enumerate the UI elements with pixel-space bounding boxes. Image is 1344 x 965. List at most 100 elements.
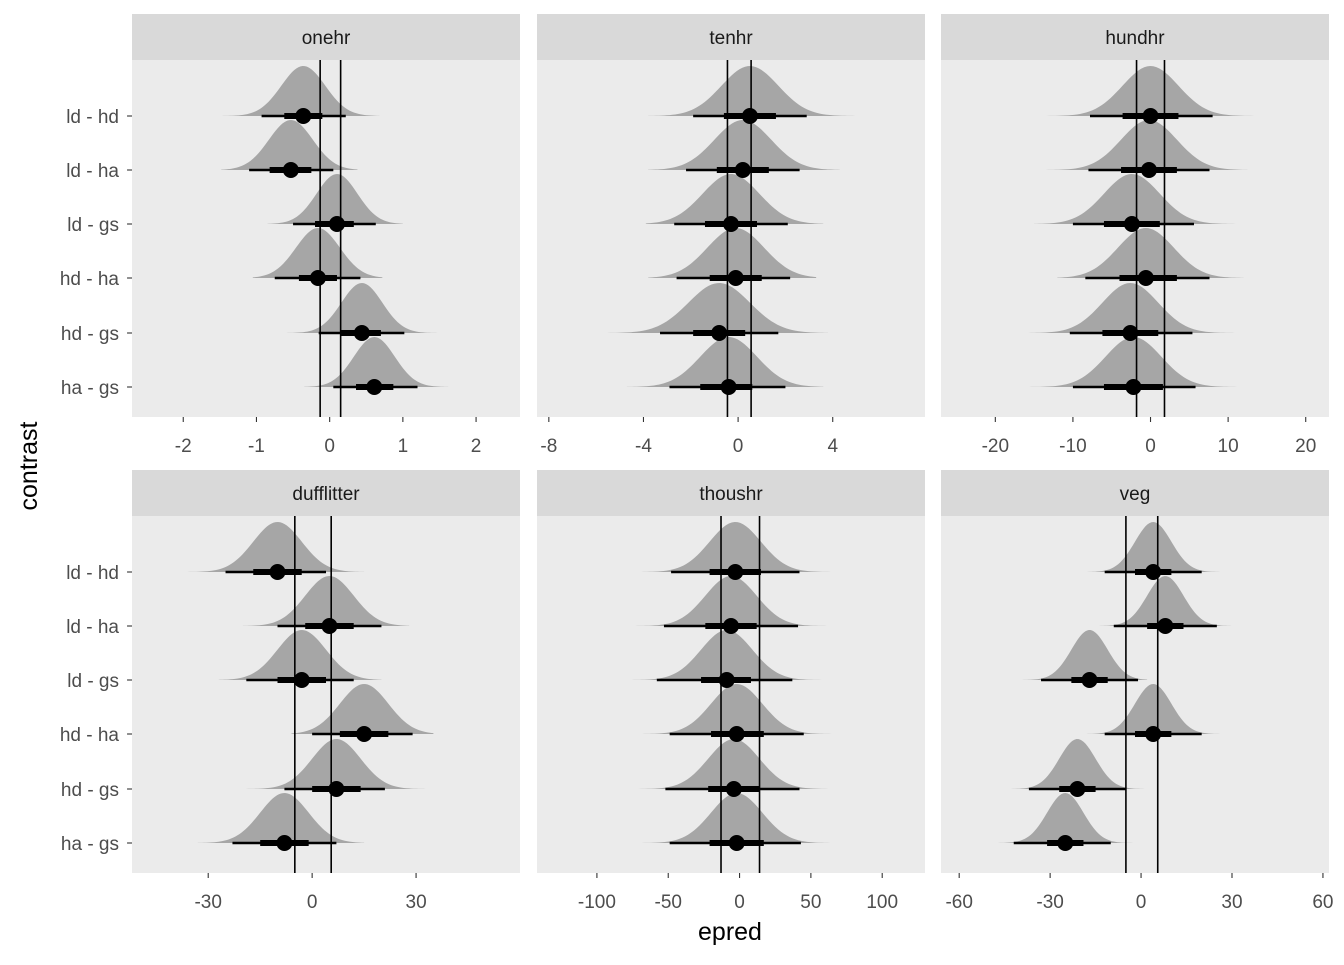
density-ld-hd <box>187 522 365 572</box>
y-tick-label: hd - ha <box>60 269 120 290</box>
density-ld-hd <box>1034 66 1279 116</box>
density-ld-ha <box>1045 120 1248 170</box>
panel-background <box>132 516 520 873</box>
x-tick-label: 0 <box>1136 892 1147 913</box>
facet-strip-label: onehr <box>302 28 351 49</box>
median-point-hd-ha <box>1137 270 1154 286</box>
y-tick-label: ld - ha <box>66 617 119 638</box>
x-tick-label: 0 <box>734 892 745 913</box>
density-ld-ha <box>648 120 840 170</box>
median-point-hd-ha <box>356 726 373 742</box>
density-hd-gs <box>589 283 828 333</box>
density-hd-gs <box>986 739 1163 789</box>
x-tick-label: -20 <box>982 436 1009 457</box>
median-point-ha-gs <box>720 379 737 395</box>
median-point-ld-ha <box>734 162 751 178</box>
median-point-ha-gs <box>366 379 383 395</box>
density-hd-gs <box>279 283 449 333</box>
median-point-ld-ha <box>1140 162 1157 178</box>
x-tick-label: -60 <box>945 892 972 913</box>
facet-panel-onehr: onehr -2 -1 0 1 2 ld - hd ld - ha ld - gs hd - ha… <box>60 14 520 457</box>
facet-strip <box>537 14 925 60</box>
density-ha-gs <box>980 793 1135 843</box>
median-point-hd-ha <box>727 270 744 286</box>
x-tick-label: -30 <box>194 892 221 913</box>
x-tick-label: -4 <box>635 436 652 457</box>
facet-strip-label: dufflitter <box>292 484 360 505</box>
facet-panel-thoushr: thoushr -100 -50 0 50 100 <box>537 470 925 913</box>
y-tick-label: ld - ha <box>66 161 119 182</box>
facet-strip <box>132 470 520 516</box>
x-tick-label: -100 <box>578 892 616 913</box>
median-point-ld-hd <box>727 564 744 580</box>
x-tick-label: -1 <box>248 436 265 457</box>
median-point-ld-gs <box>1123 216 1140 232</box>
x-tick-label: 4 <box>827 436 838 457</box>
median-point-ha-gs <box>276 835 293 851</box>
density-ha-gs <box>621 793 854 843</box>
density-ld-ha <box>618 576 841 626</box>
median-point-ld-hd <box>1142 108 1159 124</box>
y-tick-label: ld - gs <box>67 671 119 692</box>
y-tick-label: ha - gs <box>61 378 119 399</box>
x-tick-label: -10 <box>1059 436 1086 457</box>
density-ld-gs <box>218 630 382 680</box>
facet-panel-veg: veg -60 -30 0 30 60 <box>941 470 1334 913</box>
x-tick-label: 100 <box>866 892 898 913</box>
facet-strip-label: tenhr <box>709 28 753 49</box>
median-point-hd-ha <box>728 726 745 742</box>
facet-strip-label: hundhr <box>1105 28 1165 49</box>
density-hd-gs <box>605 739 868 789</box>
density-hd-gs <box>235 739 434 789</box>
y-tick-label: hd - ha <box>60 725 120 746</box>
x-tick-label: 0 <box>1145 436 1156 457</box>
y-tick-label: ha - gs <box>61 834 119 855</box>
median-point-ha-gs <box>1057 835 1074 851</box>
median-point-ha-gs <box>728 835 745 851</box>
y-tick-label: hd - gs <box>61 780 119 801</box>
density-hd-ha <box>252 228 383 278</box>
density-ha-gs <box>626 337 824 387</box>
x-tick-label: 1 <box>398 436 409 457</box>
median-point-ld-hd <box>269 564 286 580</box>
median-point-ld-ha <box>1157 618 1174 634</box>
median-point-hd-ha <box>309 270 326 286</box>
median-point-ld-gs <box>718 672 735 688</box>
median-point-hd-gs <box>711 325 728 341</box>
density-hd-ha <box>291 684 434 734</box>
density-hd-gs <box>1010 283 1244 333</box>
median-point-hd-gs <box>328 781 345 797</box>
median-point-ha-gs <box>1125 379 1142 395</box>
median-point-hd-ha <box>1145 726 1162 742</box>
x-tick-label: -30 <box>1036 892 1063 913</box>
x-tick-label: 0 <box>324 436 335 457</box>
density-ld-ha <box>242 576 410 626</box>
median-point-ld-ha <box>321 618 338 634</box>
facet-panel-hundhr: hundhr -20 -10 0 10 20 <box>941 14 1329 457</box>
facet-strip <box>132 14 520 60</box>
x-axis-title: epred <box>698 918 762 946</box>
panel-background <box>941 516 1329 873</box>
density-ld-hd <box>648 66 864 116</box>
x-tick-label: -50 <box>655 892 682 913</box>
facet-strip <box>537 470 925 516</box>
density-ld-hd <box>208 66 380 116</box>
x-tick-label: 2 <box>471 436 482 457</box>
density-ld-gs <box>1034 174 1244 224</box>
median-point-ld-hd <box>295 108 312 124</box>
facet-strip <box>941 14 1329 60</box>
x-tick-label: 30 <box>406 892 427 913</box>
density-ld-ha <box>221 120 358 170</box>
x-tick-label: 50 <box>800 892 821 913</box>
density-ld-hd <box>621 522 848 572</box>
density-ld-gs <box>645 174 824 224</box>
density-ld-gs <box>621 630 830 680</box>
median-point-ld-gs <box>293 672 310 688</box>
y-axis-title: contrast <box>15 421 43 510</box>
x-tick-label: -2 <box>175 436 192 457</box>
x-tick-label: 0 <box>733 436 744 457</box>
median-point-ld-ha <box>723 618 739 634</box>
density-ha-gs <box>1026 337 1240 387</box>
